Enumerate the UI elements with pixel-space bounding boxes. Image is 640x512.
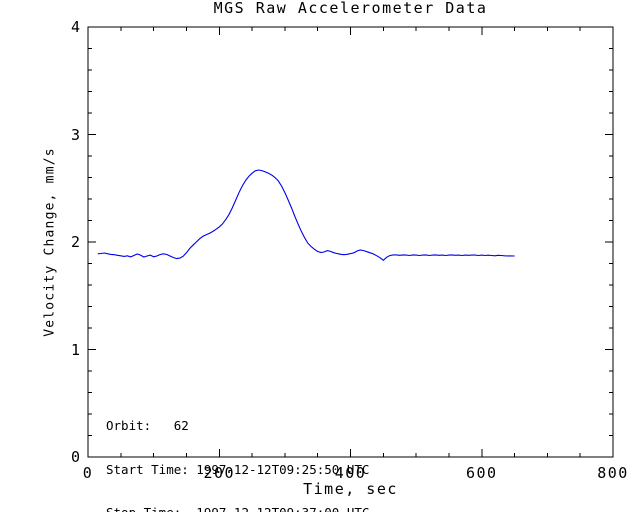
x-tick-label: 600 [465, 464, 498, 482]
data-line [97, 169, 515, 262]
x-axis-label: Time, sec [303, 480, 398, 498]
x-tick-label: 0 [82, 464, 94, 482]
stop-time-annotation: Stop Time: 1997-12-12T09:37:00 UTC [106, 505, 369, 512]
y-tick-label: 4 [70, 18, 80, 36]
y-tick-label: 1 [70, 340, 80, 359]
start-time-annotation: Start Time: 1997-12-12T09:25:50 UTC [106, 461, 370, 477]
x-tick-label: 800 [597, 464, 629, 482]
chart-title: MGS Raw Accelerometer Data [213, 0, 488, 17]
x-tick-label: 400 [334, 464, 367, 482]
x-tick-label: 200 [203, 464, 236, 482]
y-tick-label: 0 [70, 448, 80, 466]
orbit-annotation: Orbit: 62 [106, 418, 189, 433]
y-tick-label: 2 [70, 233, 80, 251]
annotation-block: Orbit: 62 Start Time: 1997-12-12T09:25:5… [106, 390, 369, 512]
y-tick-label: 3 [70, 125, 80, 144]
